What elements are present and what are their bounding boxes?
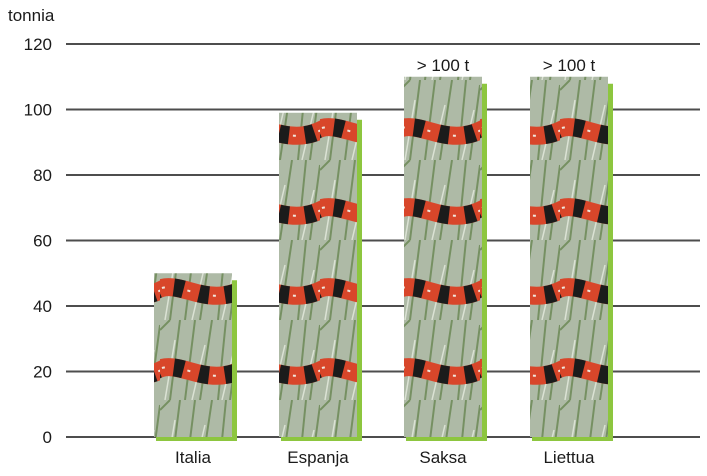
x-axis-labels: Italia Espanja Saksa Liettua [175,448,595,467]
x-tick-label: Liettua [543,448,595,467]
bar-base-shadow [281,436,362,441]
bar [279,112,357,438]
y-axis-ticks: 0 20 40 60 80 100 120 [24,35,52,447]
bar-annotations: > 100 t > 100 t [417,56,596,75]
bar-shadow [481,83,487,439]
bar-base-shadow [532,436,613,441]
y-tick-label: 40 [33,297,52,316]
y-tick-label: 100 [24,101,52,120]
bars [154,76,613,441]
y-tick-label: 120 [24,35,52,54]
y-tick-label: 60 [33,232,52,251]
x-tick-label: Espanja [287,448,349,467]
bar-shadow [356,119,362,440]
bar-shadow [231,280,237,439]
bar-base-shadow [156,436,237,441]
bar [404,76,482,437]
bar-annotation: > 100 t [417,56,470,75]
y-axis-unit-label: tonnia [8,6,55,25]
y-tick-label: 0 [43,428,52,447]
bar [154,273,232,437]
x-tick-label: Saksa [419,448,467,467]
bar-shadow [607,83,613,439]
bar-annotation: > 100 t [543,56,596,75]
bar [530,76,608,437]
x-tick-label: Italia [175,448,211,467]
y-tick-label: 80 [33,166,52,185]
y-tick-label: 20 [33,363,52,382]
bar-base-shadow [406,436,487,441]
